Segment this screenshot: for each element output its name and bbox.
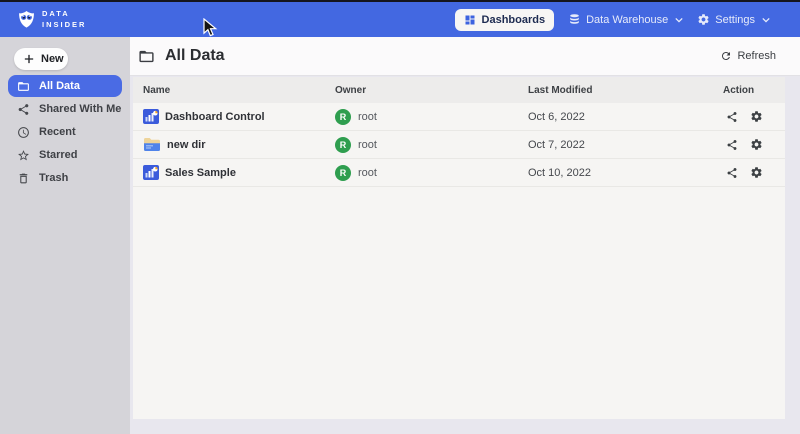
table-header-row: Name Owner Last Modified Action bbox=[133, 77, 785, 103]
top-navbar: DATA INSIDER Dashboards Data Warehouse bbox=[0, 0, 800, 37]
refresh-icon bbox=[720, 50, 732, 62]
sidebar-item-all-data[interactable]: All Data bbox=[8, 75, 122, 97]
owner-cell: R root bbox=[325, 136, 518, 153]
new-button[interactable]: New bbox=[14, 48, 68, 70]
content-header: All Data Refresh bbox=[130, 37, 800, 76]
settings-label: Settings bbox=[715, 13, 755, 26]
owner-avatar: R bbox=[335, 164, 351, 181]
gear-action-icon[interactable] bbox=[750, 138, 763, 151]
star-icon bbox=[17, 149, 30, 162]
dashboard-file-icon bbox=[143, 165, 159, 180]
owner-avatar: R bbox=[335, 108, 351, 125]
gear-action-icon[interactable] bbox=[750, 110, 763, 123]
refresh-button[interactable]: Refresh bbox=[720, 50, 776, 62]
dashboard-file-icon bbox=[143, 109, 159, 124]
trash-icon bbox=[17, 172, 30, 185]
table-row[interactable]: new dir R root Oct 7, 2022 bbox=[133, 131, 785, 159]
column-header-owner: Owner bbox=[335, 84, 367, 96]
share-action-icon[interactable] bbox=[726, 139, 738, 151]
page-title: All Data bbox=[165, 47, 225, 64]
dashboard-icon bbox=[464, 14, 476, 26]
column-header-action: Action bbox=[723, 84, 755, 96]
folder-file-icon bbox=[143, 137, 161, 152]
table-row[interactable]: Sales Sample R root Oct 10, 2022 bbox=[133, 159, 785, 187]
sidebar-item-label: Starred bbox=[39, 149, 78, 161]
table-row[interactable]: Dashboard Control R root Oct 6, 2022 bbox=[133, 103, 785, 131]
column-header-last-modified: Last Modified bbox=[528, 84, 593, 96]
sidebar-item-trash[interactable]: Trash bbox=[8, 167, 122, 189]
action-cell bbox=[713, 110, 785, 123]
brand-line-2: INSIDER bbox=[42, 19, 87, 29]
settings-menu[interactable]: Settings bbox=[697, 13, 770, 26]
column-header-name: Name bbox=[143, 84, 171, 96]
brand-line-1: DATA bbox=[42, 9, 70, 19]
row-date: Oct 6, 2022 bbox=[528, 110, 585, 123]
data-warehouse-label: Data Warehouse bbox=[586, 13, 669, 26]
name-cell: new dir bbox=[133, 137, 325, 152]
row-name: Sales Sample bbox=[165, 166, 236, 179]
row-name: Dashboard Control bbox=[165, 110, 265, 123]
dashboards-label: Dashboards bbox=[481, 13, 546, 26]
gear-icon bbox=[697, 13, 710, 26]
chevron-down-icon bbox=[675, 17, 683, 23]
sidebar-item-label: Trash bbox=[39, 172, 69, 184]
data-warehouse-menu[interactable]: Data Warehouse bbox=[568, 13, 683, 26]
owner-name: root bbox=[358, 166, 377, 179]
chevron-down-icon bbox=[762, 17, 770, 23]
row-date: Oct 10, 2022 bbox=[528, 166, 591, 179]
dashboards-button[interactable]: Dashboards bbox=[454, 8, 555, 31]
row-date: Oct 7, 2022 bbox=[528, 138, 585, 151]
owl-logo-icon bbox=[18, 10, 35, 29]
share-action-icon[interactable] bbox=[726, 167, 738, 179]
sidebar-item-label: Shared With Me bbox=[39, 103, 122, 115]
sidebar-item-recent[interactable]: Recent bbox=[8, 121, 122, 143]
sidebar-item-shared-with-me[interactable]: Shared With Me bbox=[8, 98, 122, 120]
owner-cell: R root bbox=[325, 164, 518, 181]
table-body: Dashboard Control R root Oct 6, 2022 bbox=[133, 103, 785, 187]
name-cell: Dashboard Control bbox=[133, 109, 325, 124]
owner-name: root bbox=[358, 138, 377, 151]
database-icon bbox=[568, 13, 581, 26]
new-button-label: New bbox=[41, 53, 64, 65]
action-cell bbox=[713, 166, 785, 179]
folder-icon bbox=[138, 48, 155, 65]
clock-icon bbox=[17, 126, 30, 139]
app-logo[interactable]: DATA INSIDER bbox=[18, 9, 86, 29]
navbar-menu: Dashboards Data Warehouse Settings bbox=[454, 8, 770, 31]
refresh-label: Refresh bbox=[737, 50, 776, 62]
share-action-icon[interactable] bbox=[726, 111, 738, 123]
owner-avatar: R bbox=[335, 136, 351, 153]
sidebar-item-label: Recent bbox=[39, 126, 76, 138]
sidebar-item-starred[interactable]: Starred bbox=[8, 144, 122, 166]
share-icon bbox=[17, 103, 30, 116]
sidebar-item-label: All Data bbox=[39, 80, 80, 92]
sidebar: New All Data Shared With Me Recent Starr… bbox=[0, 37, 130, 434]
file-table: Name Owner Last Modified Action bbox=[133, 77, 785, 419]
sidebar-nav: All Data Shared With Me Recent Starred T… bbox=[0, 75, 130, 189]
action-cell bbox=[713, 138, 785, 151]
folder-icon bbox=[17, 80, 30, 93]
gear-action-icon[interactable] bbox=[750, 166, 763, 179]
owner-cell: R root bbox=[325, 108, 518, 125]
owner-name: root bbox=[358, 110, 377, 123]
plus-icon bbox=[24, 54, 34, 64]
row-name: new dir bbox=[167, 138, 206, 151]
name-cell: Sales Sample bbox=[133, 165, 325, 180]
